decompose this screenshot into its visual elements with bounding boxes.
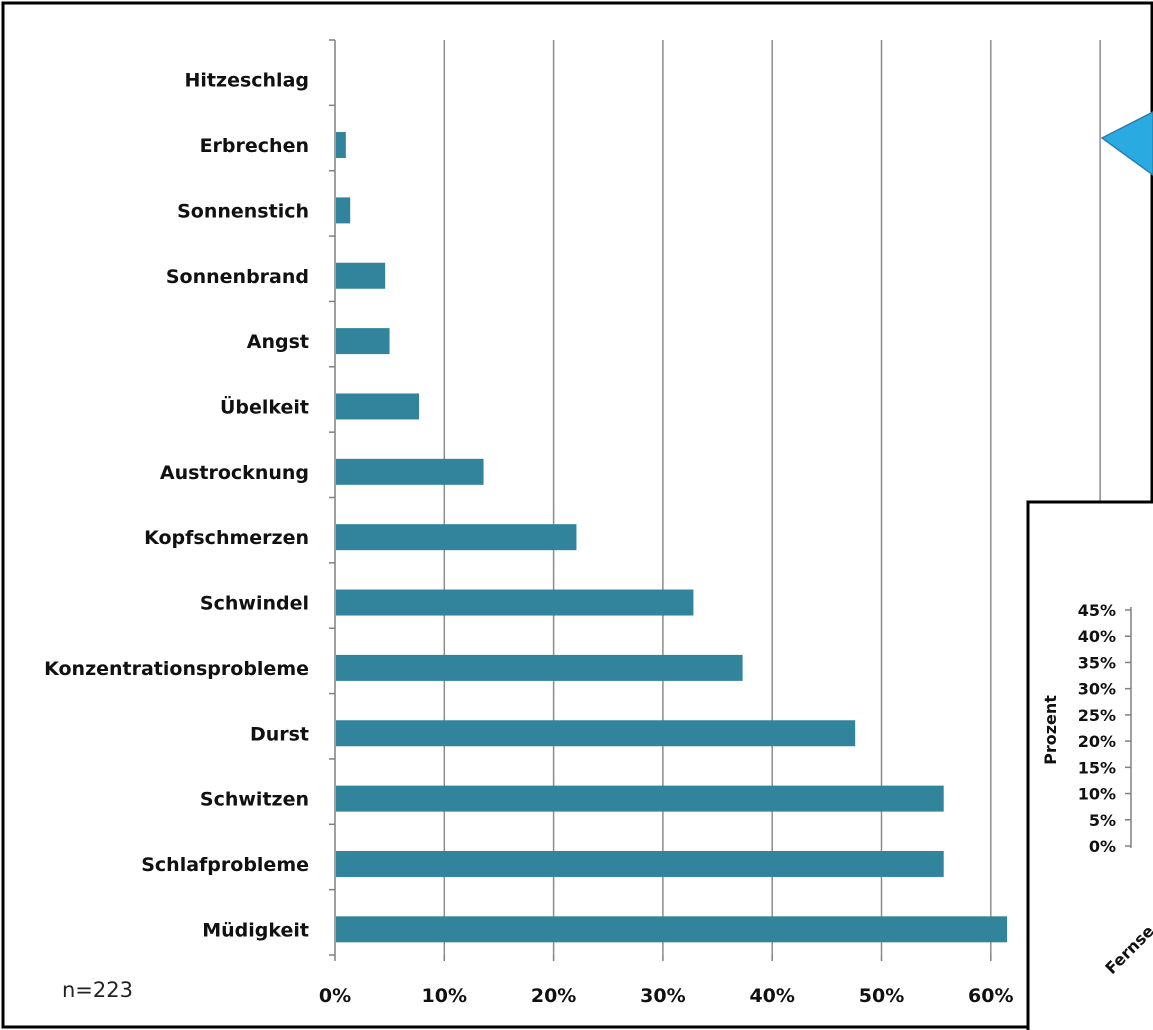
inset-chart: 45%40%35%30%25%20%15%10%5%0% Prozent Fer… [1026, 500, 1153, 1030]
bar-10 [336, 720, 856, 747]
inset-y-tick-label: 40% [1078, 627, 1116, 646]
x-tick-label: 10% [422, 985, 467, 1007]
category-label: Sonnenstich [177, 200, 309, 222]
category-label: Sonnenbrand [166, 266, 309, 288]
bar-3 [336, 262, 386, 289]
bar-12 [336, 850, 944, 877]
x-tick-label: 60% [968, 985, 1013, 1007]
inset-y-tick-label: 5% [1089, 811, 1116, 830]
callout-arrow [1100, 111, 1153, 176]
x-tick-label: 30% [640, 985, 685, 1007]
inset-y-tickmarks [1125, 609, 1131, 847]
category-label: Austrocknung [160, 462, 309, 484]
category-label: Angst [247, 331, 309, 353]
inset-y-tick-label: 15% [1078, 758, 1116, 777]
inset-y-tick-label: 20% [1078, 732, 1116, 751]
bar-11 [336, 785, 944, 812]
x-tick-label: 40% [749, 985, 794, 1007]
category-label: Hitzeschlag [185, 70, 309, 92]
x-tick-label: 50% [859, 985, 904, 1007]
inset-y-tick-label: 35% [1078, 653, 1116, 672]
inset-y-tick-label: 30% [1078, 680, 1116, 699]
category-labels: Hitzeschlag Erbrechen Sonnenstich Sonnenbra… [44, 70, 309, 942]
category-label: Erbrechen [200, 135, 309, 157]
x-tick-label: 20% [531, 985, 576, 1007]
bar-5 [336, 393, 420, 420]
bar-4 [336, 328, 390, 355]
bar-13 [336, 916, 1008, 943]
category-axis [329, 39, 992, 961]
category-label: Müdigkeit [202, 919, 309, 941]
inset-y-tick-label: 0% [1089, 837, 1116, 856]
bar-7 [336, 524, 577, 551]
x-tick-labels: 0% 10% 20% 30% 40% 50% 60% [319, 985, 1014, 1007]
inset-y-tick-label: 25% [1078, 706, 1116, 725]
inset-y-tick-label: 45% [1078, 601, 1116, 620]
x-tick-label: 0% [319, 985, 351, 1007]
inset-y-tick-labels: 45% 40% 35% 30% 25% 20% 15% 10% 5% 0% [1078, 601, 1116, 856]
category-label: Übelkeit [220, 394, 309, 418]
inset-frame [1026, 500, 1153, 1030]
category-label: Schwindel [200, 593, 309, 615]
inset-y-axis-title: Prozent [1041, 695, 1060, 765]
category-label: Schlafprobleme [141, 854, 309, 876]
bar-series [336, 132, 1008, 943]
category-label: Durst [250, 723, 309, 745]
inset-y-tick-label: 10% [1078, 785, 1116, 804]
sample-size-label: n=223 [62, 978, 133, 1002]
category-label: Kopfschmerzen [144, 527, 309, 549]
bar-1 [336, 132, 346, 159]
bar-6 [336, 458, 484, 485]
category-label: Schwitzen [200, 789, 309, 811]
bar-2 [336, 197, 351, 224]
bar-9 [336, 654, 743, 681]
category-label: Konzentrationsprobleme [44, 658, 309, 680]
bar-8 [336, 589, 694, 616]
